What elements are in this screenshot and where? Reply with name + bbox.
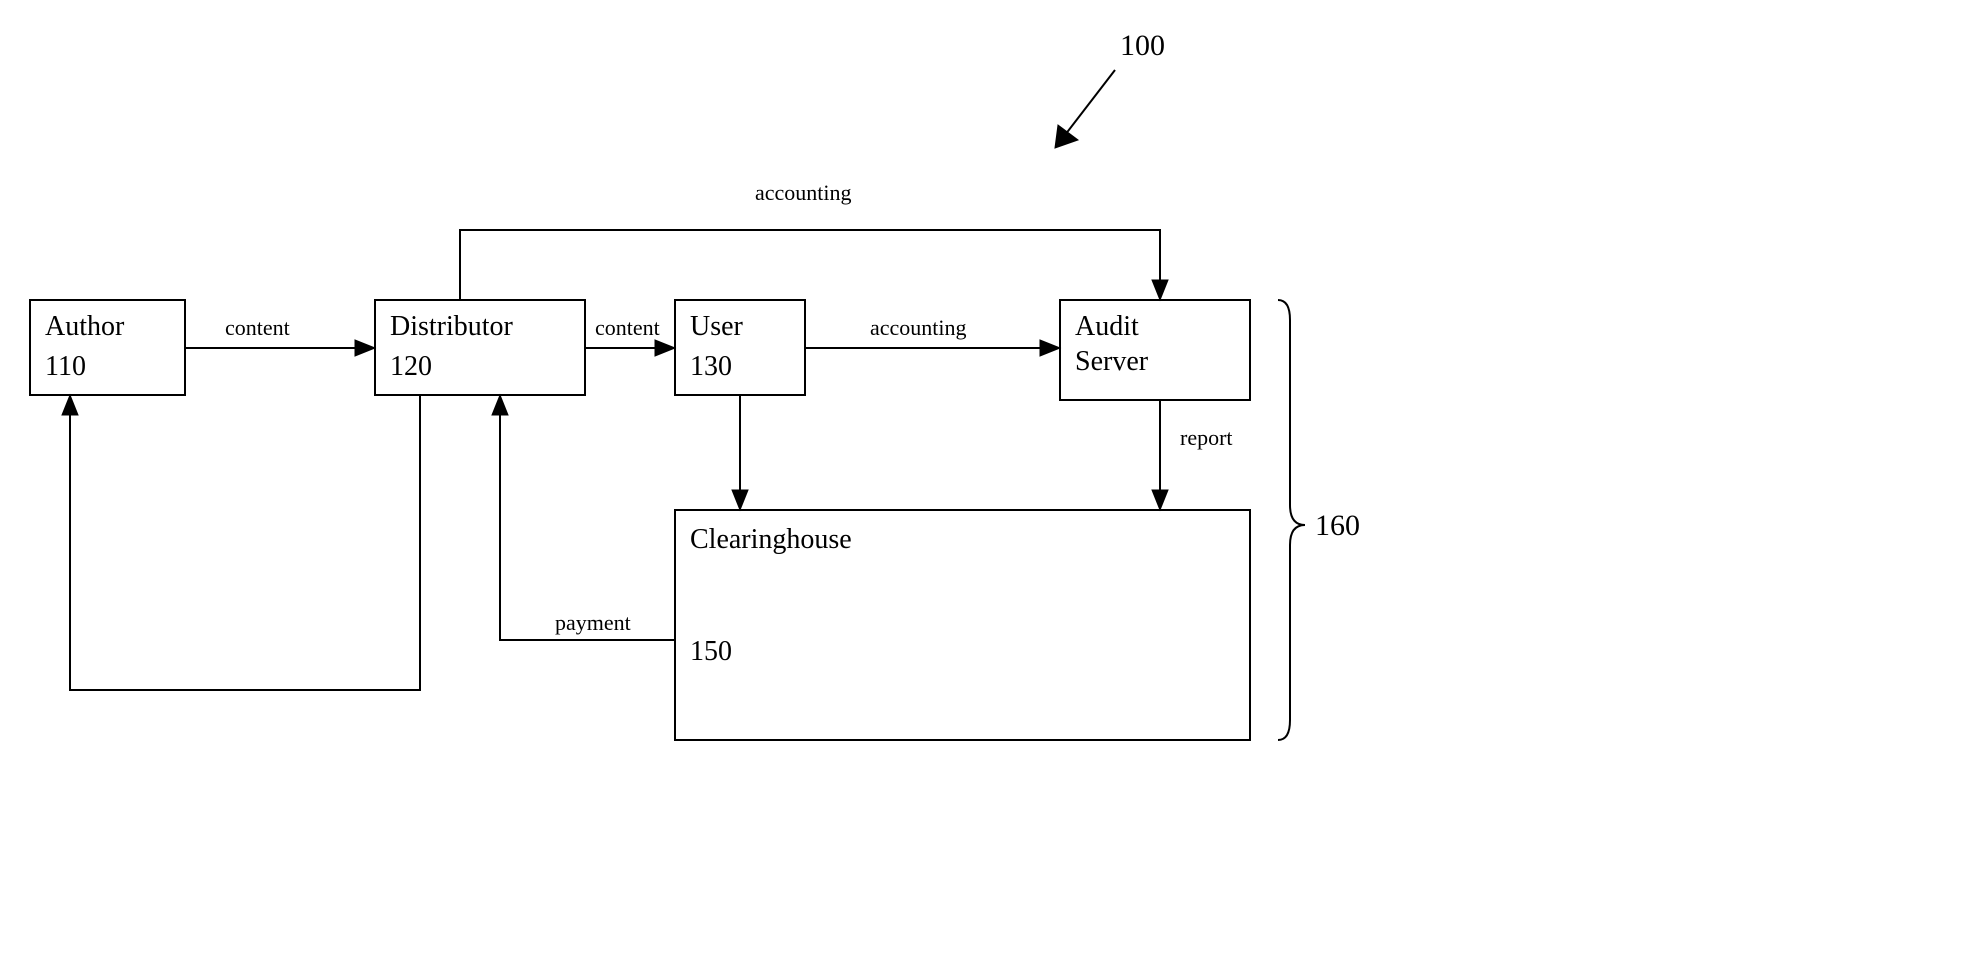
- edge-clearinghouse-to-distributor-label: payment: [555, 610, 631, 635]
- edge-distributor-to-audit-label: accounting: [755, 180, 852, 205]
- edge-audit-to-clearinghouse-label: report: [1180, 425, 1233, 450]
- diagram-canvas: Author 110 Distributor 120 User 130 Audi…: [0, 0, 1984, 972]
- node-user: User 130: [675, 300, 805, 395]
- edge-distributor-to-user: content: [585, 315, 675, 356]
- edge-clearinghouse-to-author: [62, 395, 420, 690]
- node-user-label: User: [690, 311, 744, 342]
- node-distributor-label: Distributor: [390, 311, 514, 342]
- reference-100: 100: [1055, 29, 1165, 148]
- edge-user-to-clearinghouse: [732, 395, 748, 510]
- node-clearinghouse-label: Clearinghouse: [690, 524, 852, 555]
- node-audit-label1: Audit: [1075, 311, 1139, 342]
- edge-distributor-to-user-label: content: [595, 315, 660, 340]
- edge-user-to-audit: accounting: [805, 315, 1060, 356]
- node-clearinghouse: Clearinghouse 150: [675, 510, 1250, 740]
- edge-user-to-audit-label: accounting: [870, 315, 967, 340]
- brace-160: 160: [1278, 300, 1360, 740]
- node-clearinghouse-num: 150: [690, 636, 732, 667]
- node-author: Author 110: [30, 300, 185, 395]
- edge-distributor-to-audit: accounting: [460, 180, 1168, 300]
- edge-audit-to-clearinghouse: report: [1152, 400, 1233, 510]
- node-author-label: Author: [45, 311, 125, 342]
- edge-author-to-distributor: content: [185, 315, 375, 356]
- brace-160-label: 160: [1315, 509, 1360, 542]
- edge-clearinghouse-to-distributor: payment: [492, 395, 675, 640]
- node-audit-label2: Server: [1075, 346, 1149, 377]
- node-audit-server: Audit Server: [1060, 300, 1250, 400]
- node-distributor: Distributor 120: [375, 300, 585, 395]
- node-author-num: 110: [45, 351, 86, 382]
- reference-100-label: 100: [1120, 29, 1165, 62]
- node-distributor-num: 120: [390, 351, 432, 382]
- node-user-num: 130: [690, 351, 732, 382]
- edge-author-to-distributor-label: content: [225, 315, 290, 340]
